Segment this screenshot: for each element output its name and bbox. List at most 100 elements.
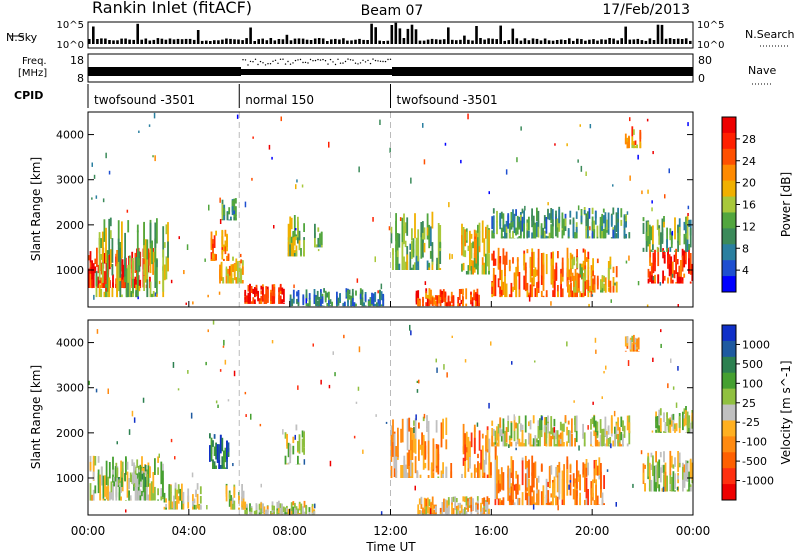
data-cell [449,305,452,307]
nsky-bar [164,39,168,44]
data-cell [430,289,432,301]
data-cell [467,498,469,503]
data-cell [271,510,274,515]
nsky-bar [362,39,365,44]
nsky-bar [241,40,244,44]
data-cell [645,231,648,241]
data-cell [133,473,136,484]
data-cell [620,432,623,441]
data-cell [547,498,550,506]
data-cell [596,431,599,436]
data-cell [626,415,629,431]
data-cell [126,461,129,470]
data-cell [353,435,356,439]
data-cell [177,388,180,391]
data-cell [534,267,537,277]
data-cell [578,288,580,293]
data-cell [395,264,397,270]
data-cell [622,434,624,447]
data-cell [570,268,572,275]
data-cell [575,229,578,239]
data-cell [596,439,599,447]
data-cell [227,442,230,453]
data-cell [227,253,230,261]
data-cell [625,222,627,228]
data-cell [462,227,465,257]
data-cell [129,495,132,501]
data-cell [674,424,676,429]
data-cell [289,298,292,307]
colorbar-swatch [722,180,736,198]
data-cell [109,217,112,227]
nsky-bar [342,38,345,44]
data-cell [467,245,470,251]
data-cell [157,456,159,463]
data-cell [491,282,494,287]
data-cell [550,224,553,239]
data-cell [467,265,470,275]
data-cell [624,215,626,220]
data-cell [95,195,98,199]
data-cell [548,482,551,488]
data-cell [494,430,497,439]
data-cell [567,230,570,238]
data-cell [563,218,565,236]
data-cell [474,292,477,304]
data-cell [587,291,590,293]
data-cell [688,249,690,259]
data-cell [615,212,618,232]
data-cell [111,264,114,276]
data-cell [600,489,602,498]
nave-label: Nave [748,64,776,77]
data-cell [536,483,538,501]
data-cell [560,286,562,298]
nsky-bar [172,39,176,44]
data-cell [210,231,213,251]
data-cell [536,207,538,217]
data-cell [109,230,112,239]
data-cell [572,224,575,236]
data-cell [136,267,139,297]
data-cell [120,496,122,501]
data-cell [629,339,632,350]
data-cell [529,284,532,298]
data-cell [662,248,664,259]
data-cell [689,486,692,492]
data-cell [219,369,222,372]
data-cell [238,278,241,284]
nsky-bar [680,39,684,44]
data-cell [283,288,285,303]
data-cell [199,504,202,510]
data-cell [510,422,513,439]
cpid-label: CPID [14,89,43,102]
data-cell [537,475,540,483]
data-cell [286,507,288,513]
data-cell [474,303,477,307]
data-cell [380,304,383,307]
data-cell [532,462,535,488]
data-cell [516,474,519,495]
nsky-bar [543,38,547,44]
data-cell [112,469,114,475]
data-cell [555,444,557,447]
data-cell [409,243,412,250]
data-cell [97,456,100,463]
data-cell [593,275,596,293]
data-cell [404,222,407,234]
data-cell [89,483,92,501]
data-cell [395,213,397,241]
data-cell [492,442,495,447]
data-cell [647,221,650,239]
data-cell [293,215,296,237]
data-cell [91,162,93,167]
data-cell [499,474,502,484]
data-cell [656,250,659,252]
data-cell [127,220,130,233]
nsky-bar [225,38,228,44]
data-cell [414,213,416,239]
data-cell [290,236,293,245]
data-cell [663,474,665,492]
data-cell [343,334,345,339]
data-cell [572,473,575,487]
data-cell [410,330,412,336]
